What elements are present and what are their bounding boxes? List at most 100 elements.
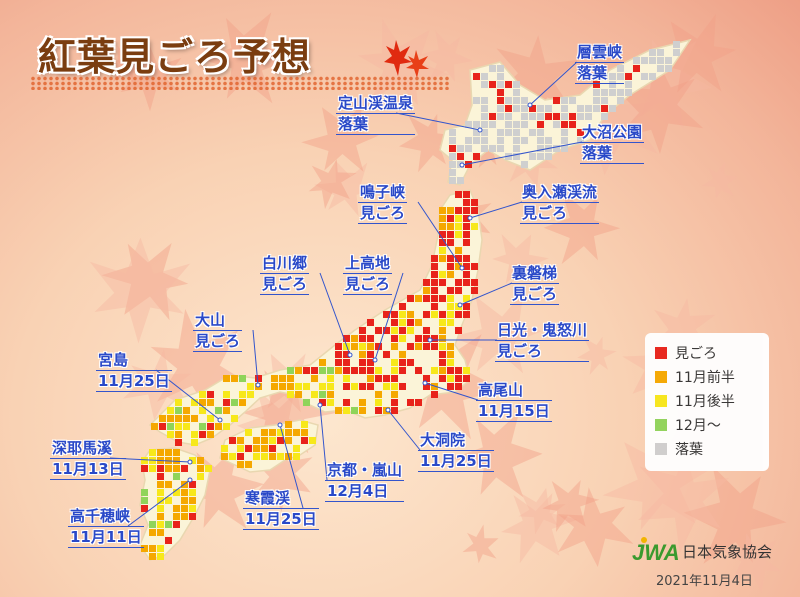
- maple-leaf-shape: [301, 102, 379, 172]
- maple-leaf-shape: [174, 443, 264, 529]
- forecast-cell: [157, 529, 164, 536]
- forecast-cell: [173, 473, 180, 480]
- forecast-cell: [657, 49, 664, 56]
- forecast-cell: [431, 263, 438, 270]
- forecast-cell: [561, 129, 568, 136]
- forecast-cell: [173, 513, 180, 520]
- forecast-cell: [207, 399, 214, 406]
- forecast-cell: [391, 335, 398, 342]
- forecast-cell: [455, 223, 462, 230]
- forecast-cell: [455, 191, 462, 198]
- forecast-cell: [447, 255, 454, 262]
- forecast-cell: [561, 105, 568, 112]
- forecast-cell: [633, 65, 640, 72]
- forecast-cell: [261, 453, 268, 460]
- forecast-cell: [455, 367, 462, 374]
- spot-name: 鳴子峡: [358, 183, 408, 203]
- forecast-cell: [295, 391, 302, 398]
- forecast-cell: [359, 407, 366, 414]
- forecast-cell: [375, 343, 382, 350]
- maple-leaf-shape: [614, 54, 704, 154]
- maple-leaf-shape: [492, 234, 549, 285]
- forecast-cell: [157, 465, 164, 472]
- forecast-cell: [359, 359, 366, 366]
- spot-status: 見ごろ: [260, 275, 310, 295]
- forecast-cell: [513, 145, 520, 152]
- forecast-cell: [489, 81, 496, 88]
- forecast-cell: [223, 399, 230, 406]
- legend-item: 見ごろ: [655, 341, 759, 365]
- maple-leaf-shape: [419, 30, 474, 82]
- maple-leaf-shape: [314, 160, 376, 217]
- forecast-cell: [463, 375, 470, 382]
- forecast-cell: [295, 367, 302, 374]
- spot-label: 深耶馬溪 11月13日: [50, 438, 126, 480]
- forecast-cell: [489, 121, 496, 128]
- forecast-cell: [277, 429, 284, 436]
- forecast-cell: [521, 161, 528, 168]
- forecast-cell: [189, 489, 196, 496]
- forecast-cell: [529, 105, 536, 112]
- forecast-cell: [569, 97, 576, 104]
- forecast-cell: [609, 81, 616, 88]
- forecast-cell: [415, 335, 422, 342]
- forecast-cell: [423, 287, 430, 294]
- forecast-cell: [167, 423, 174, 430]
- forecast-cell: [463, 279, 470, 286]
- forecast-cell: [199, 423, 206, 430]
- forecast-cell: [617, 73, 624, 80]
- forecast-cell: [415, 295, 422, 302]
- forecast-cell: [505, 121, 512, 128]
- forecast-cell: [173, 505, 180, 512]
- forecast-cell: [455, 279, 462, 286]
- forecast-cell: [473, 129, 480, 136]
- spot-status: 11月11日: [68, 528, 144, 548]
- forecast-cell: [609, 105, 616, 112]
- forecast-cell: [399, 303, 406, 310]
- forecast-cell: [327, 375, 334, 382]
- spot-label: 寒霞渓 11月25日: [243, 488, 319, 530]
- forecast-cell: [383, 383, 390, 390]
- spot-label: 白川郷 見ごろ: [260, 253, 310, 295]
- forecast-cell: [253, 445, 260, 452]
- forecast-cell: [173, 521, 180, 528]
- spot-status: 見ごろ: [495, 341, 590, 362]
- spot-name: 裏磐梯: [510, 264, 560, 284]
- forecast-cell: [293, 453, 300, 460]
- legend-label: 見ごろ: [675, 346, 717, 362]
- forecast-cell: [497, 97, 504, 104]
- legend-item: 11月後半: [655, 389, 759, 413]
- forecast-cell: [431, 343, 438, 350]
- forecast-cell: [319, 383, 326, 390]
- legend-swatch: [655, 371, 667, 383]
- forecast-cell: [513, 129, 520, 136]
- maple-leaf-shape: [198, 12, 295, 104]
- forecast-cell: [215, 423, 222, 430]
- forecast-cell: [167, 415, 174, 422]
- forecast-cell: [473, 73, 480, 80]
- forecast-cell: [529, 129, 536, 136]
- forecast-cell: [473, 137, 480, 144]
- forecast-cell: [189, 457, 196, 464]
- leader-line: [319, 404, 328, 481]
- spot-marker: [459, 265, 465, 271]
- leader-line: [319, 272, 351, 356]
- forecast-cell: [279, 383, 286, 390]
- forecast-cell: [423, 335, 430, 342]
- forecast-cell: [197, 457, 204, 464]
- spot-label: 京都・嵐山 12月4日: [325, 460, 405, 502]
- maple-leaf-shape: [150, 308, 253, 416]
- forecast-cell: [657, 57, 664, 64]
- forecast-cell: [391, 399, 398, 406]
- forecast-cell: [455, 215, 462, 222]
- forecast-cell: [407, 359, 414, 366]
- forecast-cell: [277, 437, 284, 444]
- forecast-cell: [207, 415, 214, 422]
- forecast-cell: [439, 223, 446, 230]
- forecast-cell: [473, 121, 480, 128]
- forecast-cell: [253, 437, 260, 444]
- forecast-cell: [553, 113, 560, 120]
- forecast-cell: [423, 375, 430, 382]
- spot-marker: [372, 357, 378, 363]
- forecast-cell: [375, 399, 382, 406]
